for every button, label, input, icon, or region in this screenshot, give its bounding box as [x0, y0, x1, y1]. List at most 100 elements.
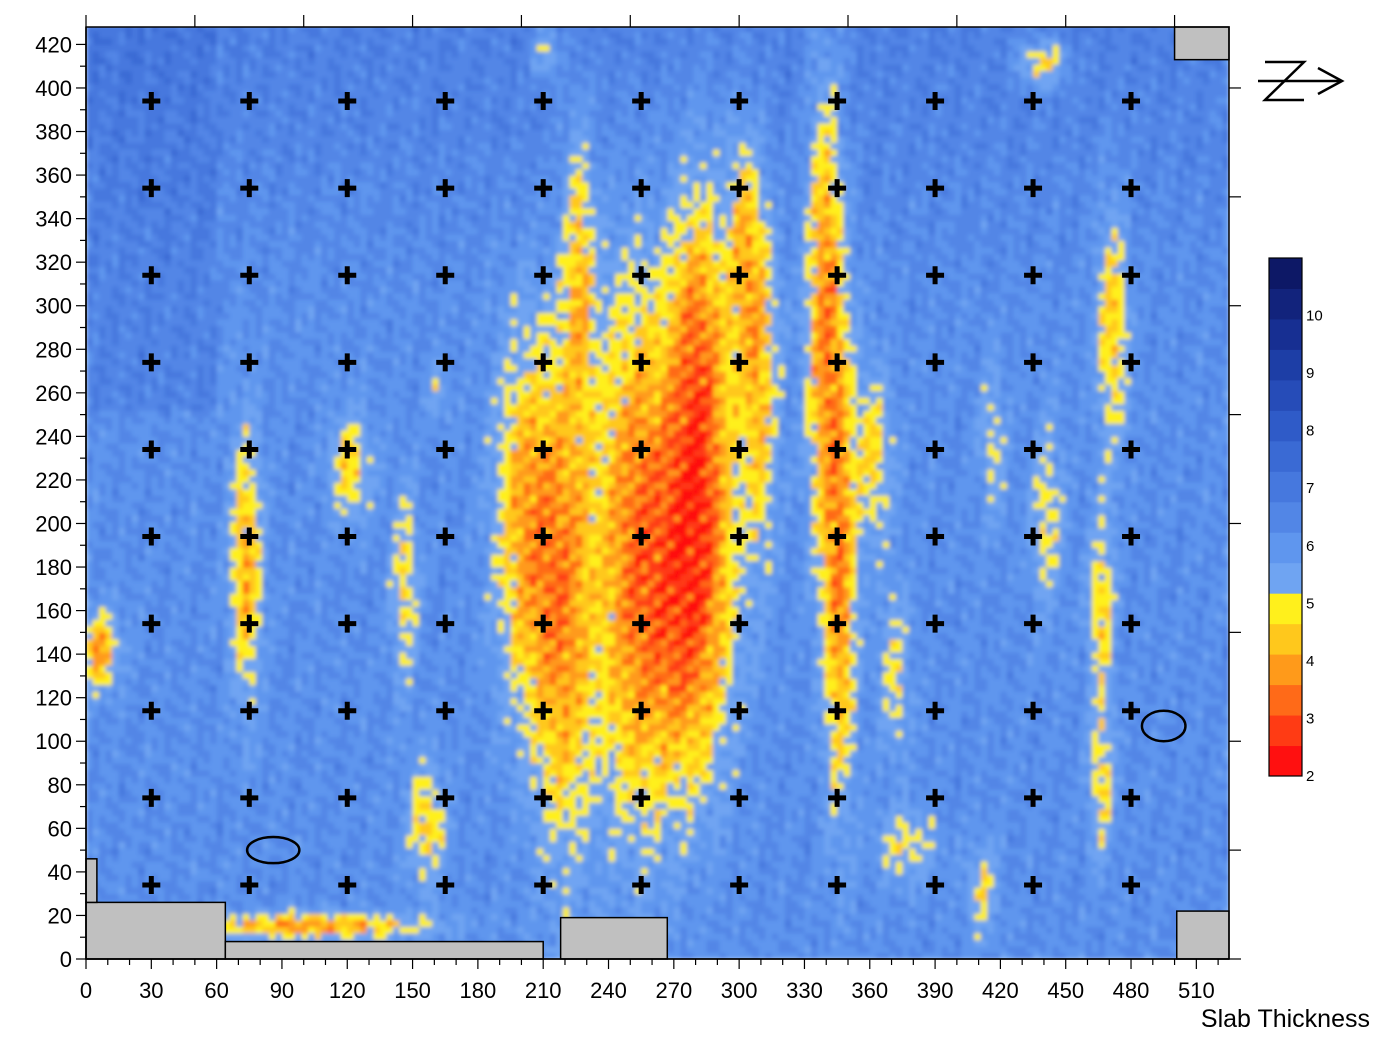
- heatmap-cell: [177, 129, 184, 136]
- heatmap-cell: [256, 580, 263, 587]
- heatmap-cell: [112, 482, 119, 489]
- heatmap-cell: [223, 358, 230, 365]
- heatmap-cell: [275, 717, 282, 724]
- heatmap-cell: [275, 495, 282, 502]
- heatmap-cell: [282, 155, 289, 162]
- heatmap-cell: [164, 338, 171, 345]
- heatmap-cell: [262, 619, 269, 626]
- heatmap-cell: [93, 547, 100, 554]
- heatmap-cell: [223, 587, 230, 594]
- heatmap-cell: [302, 783, 309, 790]
- heatmap-cell: [132, 358, 139, 365]
- heatmap-cell: [93, 169, 100, 176]
- heatmap-cell: [269, 71, 276, 78]
- heatmap-cell: [295, 175, 302, 182]
- heatmap-cell: [230, 345, 237, 352]
- heatmap-cell: [119, 463, 126, 470]
- heatmap-cell: [288, 724, 295, 731]
- heatmap-cell: [191, 698, 198, 705]
- heatmap-cell: [236, 874, 243, 881]
- heatmap-cell: [236, 495, 243, 502]
- heatmap-cell: [282, 691, 289, 698]
- heatmap-cell: [295, 763, 302, 770]
- heatmap-cell: [125, 443, 132, 450]
- heatmap-cell: [93, 449, 100, 456]
- heatmap-cell: [282, 227, 289, 234]
- heatmap-cell: [132, 371, 139, 378]
- heatmap-cell: [93, 822, 100, 829]
- heatmap-cell: [230, 685, 237, 692]
- heatmap-cell: [295, 378, 302, 385]
- heatmap-cell: [262, 796, 269, 803]
- heatmap-cell: [93, 286, 100, 293]
- heatmap-cell: [302, 645, 309, 652]
- heatmap-cell: [282, 365, 289, 372]
- heatmap-cell: [288, 293, 295, 300]
- heatmap-cell: [191, 404, 198, 411]
- heatmap-cell: [288, 188, 295, 195]
- heatmap-cell: [223, 802, 230, 809]
- heatmap-cell: [177, 325, 184, 332]
- heatmap-cell: [204, 541, 211, 548]
- heatmap-cell: [236, 900, 243, 907]
- heatmap-cell: [93, 554, 100, 561]
- heatmap-cell: [256, 554, 263, 561]
- heatmap-cell: [145, 567, 152, 574]
- heatmap-cell: [132, 384, 139, 391]
- heatmap-cell: [269, 476, 276, 483]
- heatmap-cell: [217, 90, 224, 97]
- heatmap-cell: [236, 815, 243, 822]
- heatmap-cell: [151, 737, 158, 744]
- heatmap-cell: [262, 293, 269, 300]
- heatmap-cell: [302, 103, 309, 110]
- heatmap-cell: [93, 476, 100, 483]
- heatmap-cell: [302, 71, 309, 78]
- heatmap-cell: [86, 783, 93, 790]
- heatmap-cell: [171, 325, 178, 332]
- heatmap-cell: [138, 175, 145, 182]
- heatmap-cell: [197, 528, 204, 535]
- heatmap-cell: [191, 240, 198, 247]
- heatmap-cell: [86, 698, 93, 705]
- heatmap-cell: [197, 822, 204, 829]
- heatmap-cell: [164, 90, 171, 97]
- heatmap-cell: [158, 894, 165, 901]
- heatmap-cell: [177, 717, 184, 724]
- heatmap-cell: [112, 410, 119, 417]
- heatmap-cell: [282, 515, 289, 522]
- heatmap-cell: [171, 802, 178, 809]
- heatmap-cell: [93, 482, 100, 489]
- heatmap-cell: [230, 110, 237, 117]
- heatmap-cell: [295, 195, 302, 202]
- heatmap-cell: [204, 214, 211, 221]
- heatmap-cell: [243, 378, 250, 385]
- heatmap-cell: [197, 417, 204, 424]
- heatmap-cell: [256, 848, 263, 855]
- heatmap-cell: [145, 894, 152, 901]
- heatmap-cell: [177, 214, 184, 221]
- heatmap-cell: [112, 645, 119, 652]
- heatmap-cell: [112, 698, 119, 705]
- heatmap-cell: [236, 25, 243, 32]
- heatmap-cell: [282, 828, 289, 835]
- heatmap-cell: [204, 874, 211, 881]
- heatmap-cell: [151, 430, 158, 437]
- heatmap-cell: [99, 626, 106, 633]
- heatmap-cell: [177, 783, 184, 790]
- heatmap-cell: [269, 828, 276, 835]
- heatmap-cell: [99, 561, 106, 568]
- heatmap-cell: [275, 436, 282, 443]
- heatmap-cell: [184, 378, 191, 385]
- heatmap-cell: [158, 848, 165, 855]
- heatmap-cell: [308, 691, 315, 698]
- heatmap-cell: [106, 142, 113, 149]
- heatmap-cell: [243, 672, 250, 679]
- heatmap-cell: [119, 613, 126, 620]
- heatmap-cell: [138, 103, 145, 110]
- heatmap-cell: [119, 580, 126, 587]
- heatmap-cell: [119, 672, 126, 679]
- heatmap-cell: [93, 345, 100, 352]
- heatmap-cell: [191, 234, 198, 241]
- heatmap-cell: [158, 743, 165, 750]
- heatmap-cell: [217, 312, 224, 319]
